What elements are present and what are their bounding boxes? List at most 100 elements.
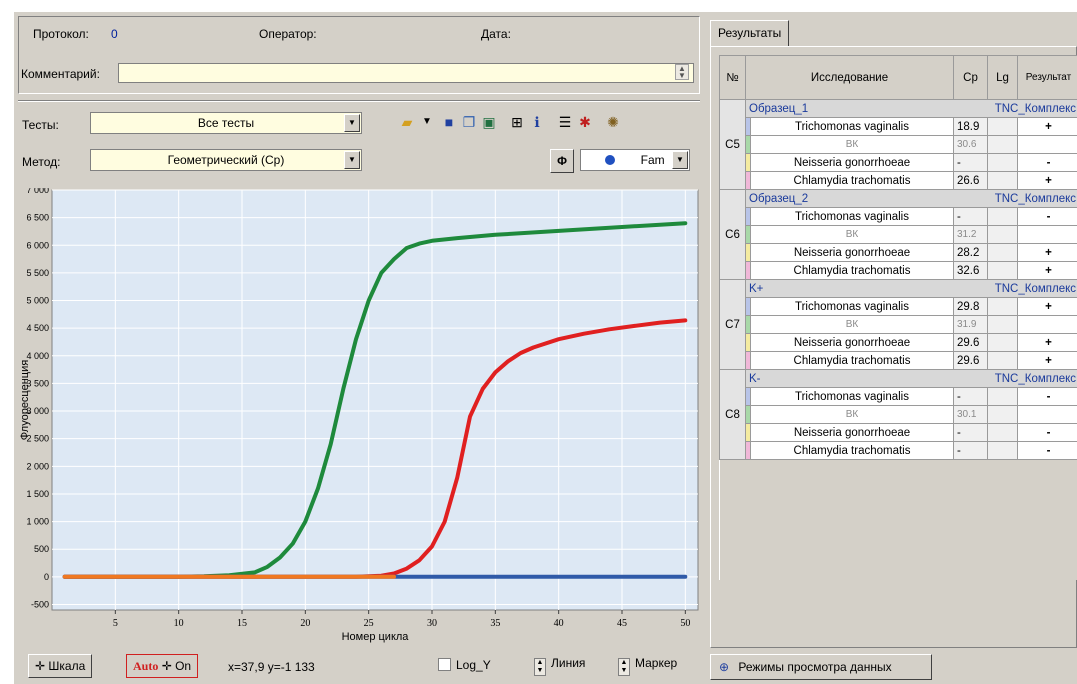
kit-name: TNC_Комплекс [987,279,1077,298]
col-header-lg[interactable]: Lg [987,55,1018,100]
table-row[interactable]: Trichomonas vaginalis 18.9 + [720,117,1077,136]
chart-bottom-bar: ✛ Шкала Auto ✛ On x=37,9 y=-1 133 Log_Y … [14,652,702,684]
auto-on-button[interactable]: Auto ✛ On [126,654,199,678]
table-row[interactable]: Neisseria gonorrhoeae - - [720,153,1077,172]
log-y-checkbox[interactable]: Log_Y [438,658,491,672]
view-modes-button[interactable]: ⊕ Режимы просмотра данных [710,654,932,680]
scale-button[interactable]: ✛ Шкала [28,654,93,678]
sample-name: Образец_2 [745,189,988,208]
study-name: ВК [750,225,954,244]
table-filler [719,459,1077,580]
marker-stepper[interactable]: ▲ ▼ Маркер [618,656,677,676]
comment-input[interactable] [118,63,694,83]
save-icon[interactable]: ■ [444,114,454,130]
lg-value [987,207,1018,226]
cp-value: - [953,153,988,172]
study-name: Chlamydia trachomatis [750,171,954,190]
result-value: - [1017,207,1077,226]
sample-row[interactable]: C7 K+ TNC_Комплекс [719,279,1077,370]
sample-name: Образец_1 [745,99,988,118]
lg-value [987,135,1018,154]
cursor-coords: x=37,9 y=-1 133 [228,660,315,674]
study-name: Chlamydia trachomatis [750,441,954,460]
y-tick-label: 2 500 [26,434,49,444]
col-header-study[interactable]: Исследование [745,55,954,100]
table-row[interactable]: Chlamydia trachomatis - - [720,441,1077,460]
main-window: Протокол: 0 Оператор: Дата: Комментарий:… [14,12,1077,684]
stepper-icon: ▲ ▼ [618,658,630,676]
table-row[interactable]: ВК 30.1 [720,405,1077,424]
series-line-0 [62,221,688,579]
sample-row[interactable]: C5 Образец_1 TNC_Комплекс [719,99,1077,190]
table-row[interactable]: Chlamydia trachomatis 29.6 + [720,351,1077,370]
x-tick-label: 15 [237,618,247,629]
col-header-cp[interactable]: Cp [953,55,988,100]
lg-value [987,351,1018,370]
x-tick-label: 45 [617,618,627,629]
lg-value [987,315,1018,334]
info-icon[interactable]: ℹ [534,114,540,130]
dropdown-arrow-icon[interactable]: ▼ [422,116,432,127]
table-row[interactable]: ВК 31.9 [720,315,1077,334]
table-row[interactable]: Trichomonas vaginalis - - [720,387,1077,406]
col-header-no[interactable]: № [719,55,746,100]
x-tick-label: 35 [490,618,500,629]
y-tick-label: 2 000 [26,461,49,471]
line-stepper[interactable]: ▲ ▼ Линия [534,656,585,676]
table-row[interactable]: Neisseria gonorrhoeae 28.2 + [720,243,1077,262]
table-row[interactable]: Trichomonas vaginalis - - [720,207,1077,226]
tab-results[interactable]: Результаты [710,20,790,46]
results-tab-body: № Исследование Cp Lg Результат C5 Образец… [710,46,1077,648]
cp-value: 28.2 [953,243,988,262]
list-icon[interactable]: ☰ [558,114,572,130]
grid-icon[interactable]: ⊞ [511,114,523,130]
amplification-chart[interactable]: -500 0 500 1 000 1 500 2 000 2 500 3 000 3 500 4 … [18,185,702,644]
result-value [1017,135,1077,154]
lg-value [987,171,1018,190]
method-select[interactable]: Геометрический (Cp) ▼ [90,149,362,171]
chevron-down-icon: ▼ [344,151,360,169]
lg-value [987,297,1018,316]
lg-value [987,225,1018,244]
result-value [1017,405,1077,424]
cp-value: 18.9 [953,117,988,136]
col-header-result[interactable]: Результат [1017,55,1077,100]
table-row[interactable]: ВК 31.2 [720,225,1077,244]
binoculars-icon: ⊕ [719,660,730,674]
phi-button[interactable]: Φ [550,149,574,173]
y-tick-label: 5 500 [26,268,49,278]
chart-svg: -500 0 500 1 000 1 500 2 000 2 500 3 000 3 500 4 … [19,185,699,643]
open-folder-icon[interactable]: ▰ [401,114,413,130]
result-value [1017,225,1077,244]
table-row[interactable]: Chlamydia trachomatis 26.6 + [720,171,1077,190]
comment-scroll-icon[interactable]: ▲ ▼ [675,64,689,80]
table-row[interactable]: ВК 30.6 [720,135,1077,154]
study-name: ВК [750,405,954,424]
well-cell: C8 [719,369,746,460]
table-row[interactable]: Trichomonas vaginalis 29.8 + [720,297,1077,316]
sample-row[interactable]: C8 K- TNC_Комплекс [719,369,1077,460]
table-row[interactable]: Neisseria gonorrhoeae 29.6 + [720,333,1077,352]
zoom-icon[interactable]: ✱ [579,114,591,130]
lg-value [987,441,1018,460]
lg-value [987,333,1018,352]
result-value: + [1017,243,1077,262]
checkbox-icon [438,658,451,671]
study-name: Trichomonas vaginalis [750,117,954,136]
edit-icon[interactable]: ▣ [482,114,496,130]
study-name: Neisseria gonorrhoeae [750,243,954,262]
result-value: - [1017,153,1077,172]
tests-select[interactable]: Все тесты ▼ [90,112,362,134]
line-label: Линия [551,656,586,670]
y-tick-label: -500 [31,599,49,609]
study-name: ВК [750,135,954,154]
copy-icon[interactable]: ❐ [462,114,476,130]
sample-name: K- [745,369,988,388]
channel-select[interactable]: Fam ▼ [580,149,690,171]
cp-value: - [953,207,988,226]
table-row[interactable]: Neisseria gonorrhoeae - - [720,423,1077,442]
result-value: + [1017,117,1077,136]
sample-row[interactable]: C6 Образец_2 TNC_Комплекс [719,189,1077,280]
settings-icon[interactable]: ✺ [607,114,619,130]
table-row[interactable]: Chlamydia trachomatis 32.6 + [720,261,1077,280]
